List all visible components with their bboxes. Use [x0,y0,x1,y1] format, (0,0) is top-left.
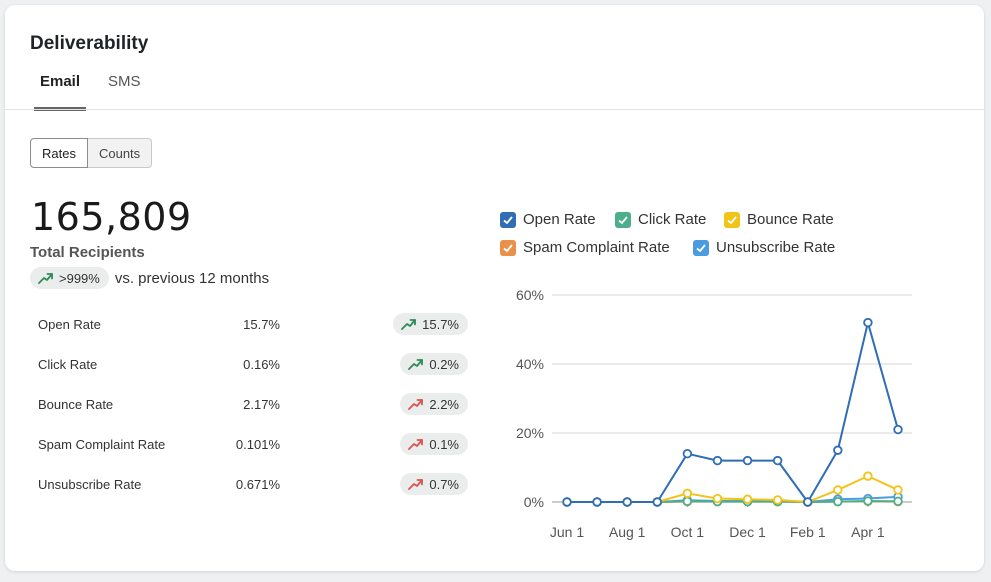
deliverability-card: Deliverability Email SMS Rates Counts 16… [5,5,984,571]
y-tick-label: 0% [524,494,544,510]
data-point [682,448,693,459]
data-point [893,485,903,495]
metric-label: Click Rate [38,357,98,372]
metric-value: 15.7% [243,317,280,332]
metric-change-badge: 0.2% [400,353,468,375]
overall-change-badge: >999% [30,267,109,289]
checkbox-checked-icon [724,211,740,228]
metric-change-value: 0.7% [429,476,459,492]
metric-change-value: 0.2% [429,356,459,372]
data-point [803,497,813,507]
rates-button[interactable]: Rates [30,138,88,168]
rates-counts-toggle: Rates Counts [30,138,153,168]
data-point [742,455,753,466]
checkbox-checked-icon [693,239,709,256]
metric-label: Spam Complaint Rate [38,437,166,452]
tab-email[interactable]: Email [34,71,86,111]
metric-value: 0.16% [243,357,280,372]
legend-label: Open Rate [523,211,596,228]
legend-click-rate[interactable]: Click Rate [615,211,706,228]
legend-bounce-rate[interactable]: Bounce Rate [724,211,834,228]
data-point [833,445,843,455]
trend-up-icon [38,273,53,284]
metric-row-spam-complaint-rate: Spam Complaint Rate 0.101% 0.1% [38,433,468,457]
x-tick-label: Jun 1 [550,524,584,540]
y-tick-label: 60% [516,287,544,303]
legend-label: Spam Complaint Rate [523,239,670,256]
data-point [863,471,873,481]
card-title: Deliverability [30,33,149,54]
overall-change-value: >999% [59,270,100,286]
tabs-divider [5,109,984,110]
data-point [742,494,753,504]
metric-label: Unsubscribe Rate [38,477,142,492]
legend-open-rate[interactable]: Open Rate [500,211,596,228]
trend-up-icon [408,359,424,370]
metric-row-bounce-rate: Bounce Rate 2.17% 2.2% [38,393,468,417]
data-point [712,455,723,466]
metric-change-value: 15.7% [422,316,459,332]
metric-value: 0.671% [235,477,280,492]
y-tick-label: 40% [516,356,544,372]
counts-button[interactable]: Counts [87,138,153,168]
metric-change-badge: 2.2% [400,393,468,415]
legend-spam-complaint-rate[interactable]: Spam Complaint Rate [500,239,670,256]
metric-label: Open Rate [38,317,101,332]
checkbox-checked-icon [500,211,516,228]
metric-change-value: 2.2% [429,396,459,412]
total-recipients-label: Total Recipients [30,244,145,261]
legend-unsubscribe-rate[interactable]: Unsubscribe Rate [693,239,835,256]
data-point [893,424,903,435]
data-point [682,496,693,507]
x-tick-label: Dec 1 [729,524,766,540]
data-point [622,497,632,507]
overall-change-text: vs. previous 12 months [114,269,270,287]
trend-up-bad-icon [408,399,424,410]
metric-row-open-rate: Open Rate 15.7% 15.7% [38,313,468,337]
legend-label: Bounce Rate [747,211,834,228]
x-tick-label: Feb 1 [790,524,826,540]
data-point [682,488,693,499]
metric-row-unsubscribe-rate: Unsubscribe Rate 0.671% 0.7% [38,473,468,497]
data-point [712,493,723,504]
checkbox-checked-icon [500,239,516,256]
metric-change-badge: 0.7% [400,473,468,495]
data-point [863,496,873,506]
metric-change-badge: 15.7% [393,313,468,335]
tab-sms[interactable]: SMS [108,73,141,90]
data-point [562,497,572,507]
metric-label: Bounce Rate [38,397,114,412]
data-point [833,496,843,507]
legend-label: Unsubscribe Rate [716,239,836,256]
trend-up-icon [401,319,417,330]
deliverability-line-chart: 0% 20% 40% 60% Jun 1 Aug 1 Oct 1 Dec 1 Feb 1 Apr … [516,287,912,540]
data-point [833,485,843,495]
overall-change: >999% vs. previous 12 months [30,267,269,289]
x-tick-label: Apr 1 [851,524,885,540]
data-point [592,497,602,507]
metric-change-value: 0.1% [429,436,459,452]
data-point [772,455,783,466]
checkbox-checked-icon [615,211,631,228]
legend-label: Click Rate [638,211,707,228]
trend-up-bad-icon [408,479,424,490]
total-recipients-value: 165,809 [31,195,192,239]
data-point [893,496,903,507]
data-point [652,497,662,507]
data-point [863,317,873,328]
series-line [567,321,899,503]
y-tick-label: 20% [516,425,544,441]
metric-row-click-rate: Click Rate 0.16% 0.2% [38,353,468,377]
metric-change-badge: 0.1% [400,433,468,455]
data-point [772,495,783,505]
trend-up-bad-icon [408,439,424,450]
metric-value: 0.101% [235,437,280,452]
metric-value: 2.17% [243,397,280,412]
x-tick-label: Aug 1 [609,524,646,540]
x-tick-label: Oct 1 [671,524,705,540]
